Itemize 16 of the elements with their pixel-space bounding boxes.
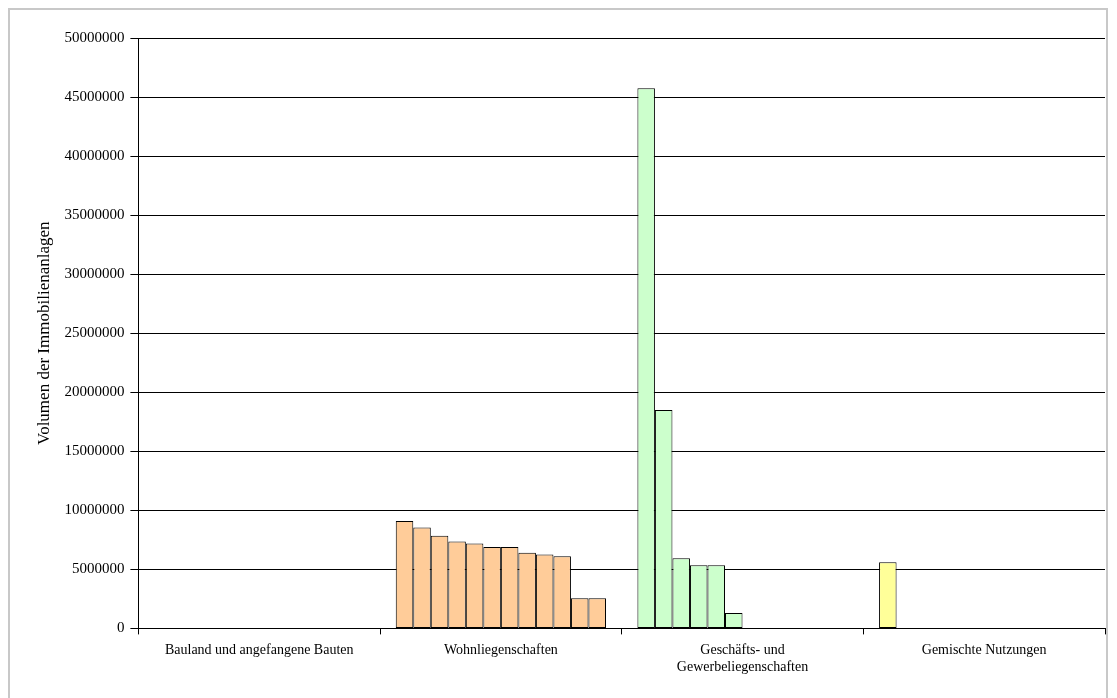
y-tick-label: 15000000 [64, 442, 125, 459]
y-tick-label: 5000000 [71, 560, 125, 577]
x-tick-label: Wohnliegenschaften [443, 642, 558, 658]
x-tick-label: Geschäfts- und Gewerbeliegenschaften [676, 642, 809, 675]
y-axis-title: Volumen der Immobilienanlagen [33, 220, 53, 445]
y-tick-label: 35000000 [64, 206, 125, 223]
y-tick-label: 50000000 [64, 28, 125, 45]
y-tick-label: 40000000 [64, 147, 125, 164]
y-tick-label: 45000000 [64, 87, 125, 104]
x-tick-label: Bauland und angefangene Bauten [164, 642, 354, 658]
y-tick-label: 30000000 [64, 265, 125, 282]
y-tick-label: 25000000 [64, 324, 125, 341]
y-tick-label: 0 [116, 619, 125, 636]
x-tick-label: Gemischte Nutzungen [921, 642, 1047, 658]
y-tick-label: 20000000 [64, 383, 125, 400]
y-tick-label: 10000000 [64, 501, 125, 518]
